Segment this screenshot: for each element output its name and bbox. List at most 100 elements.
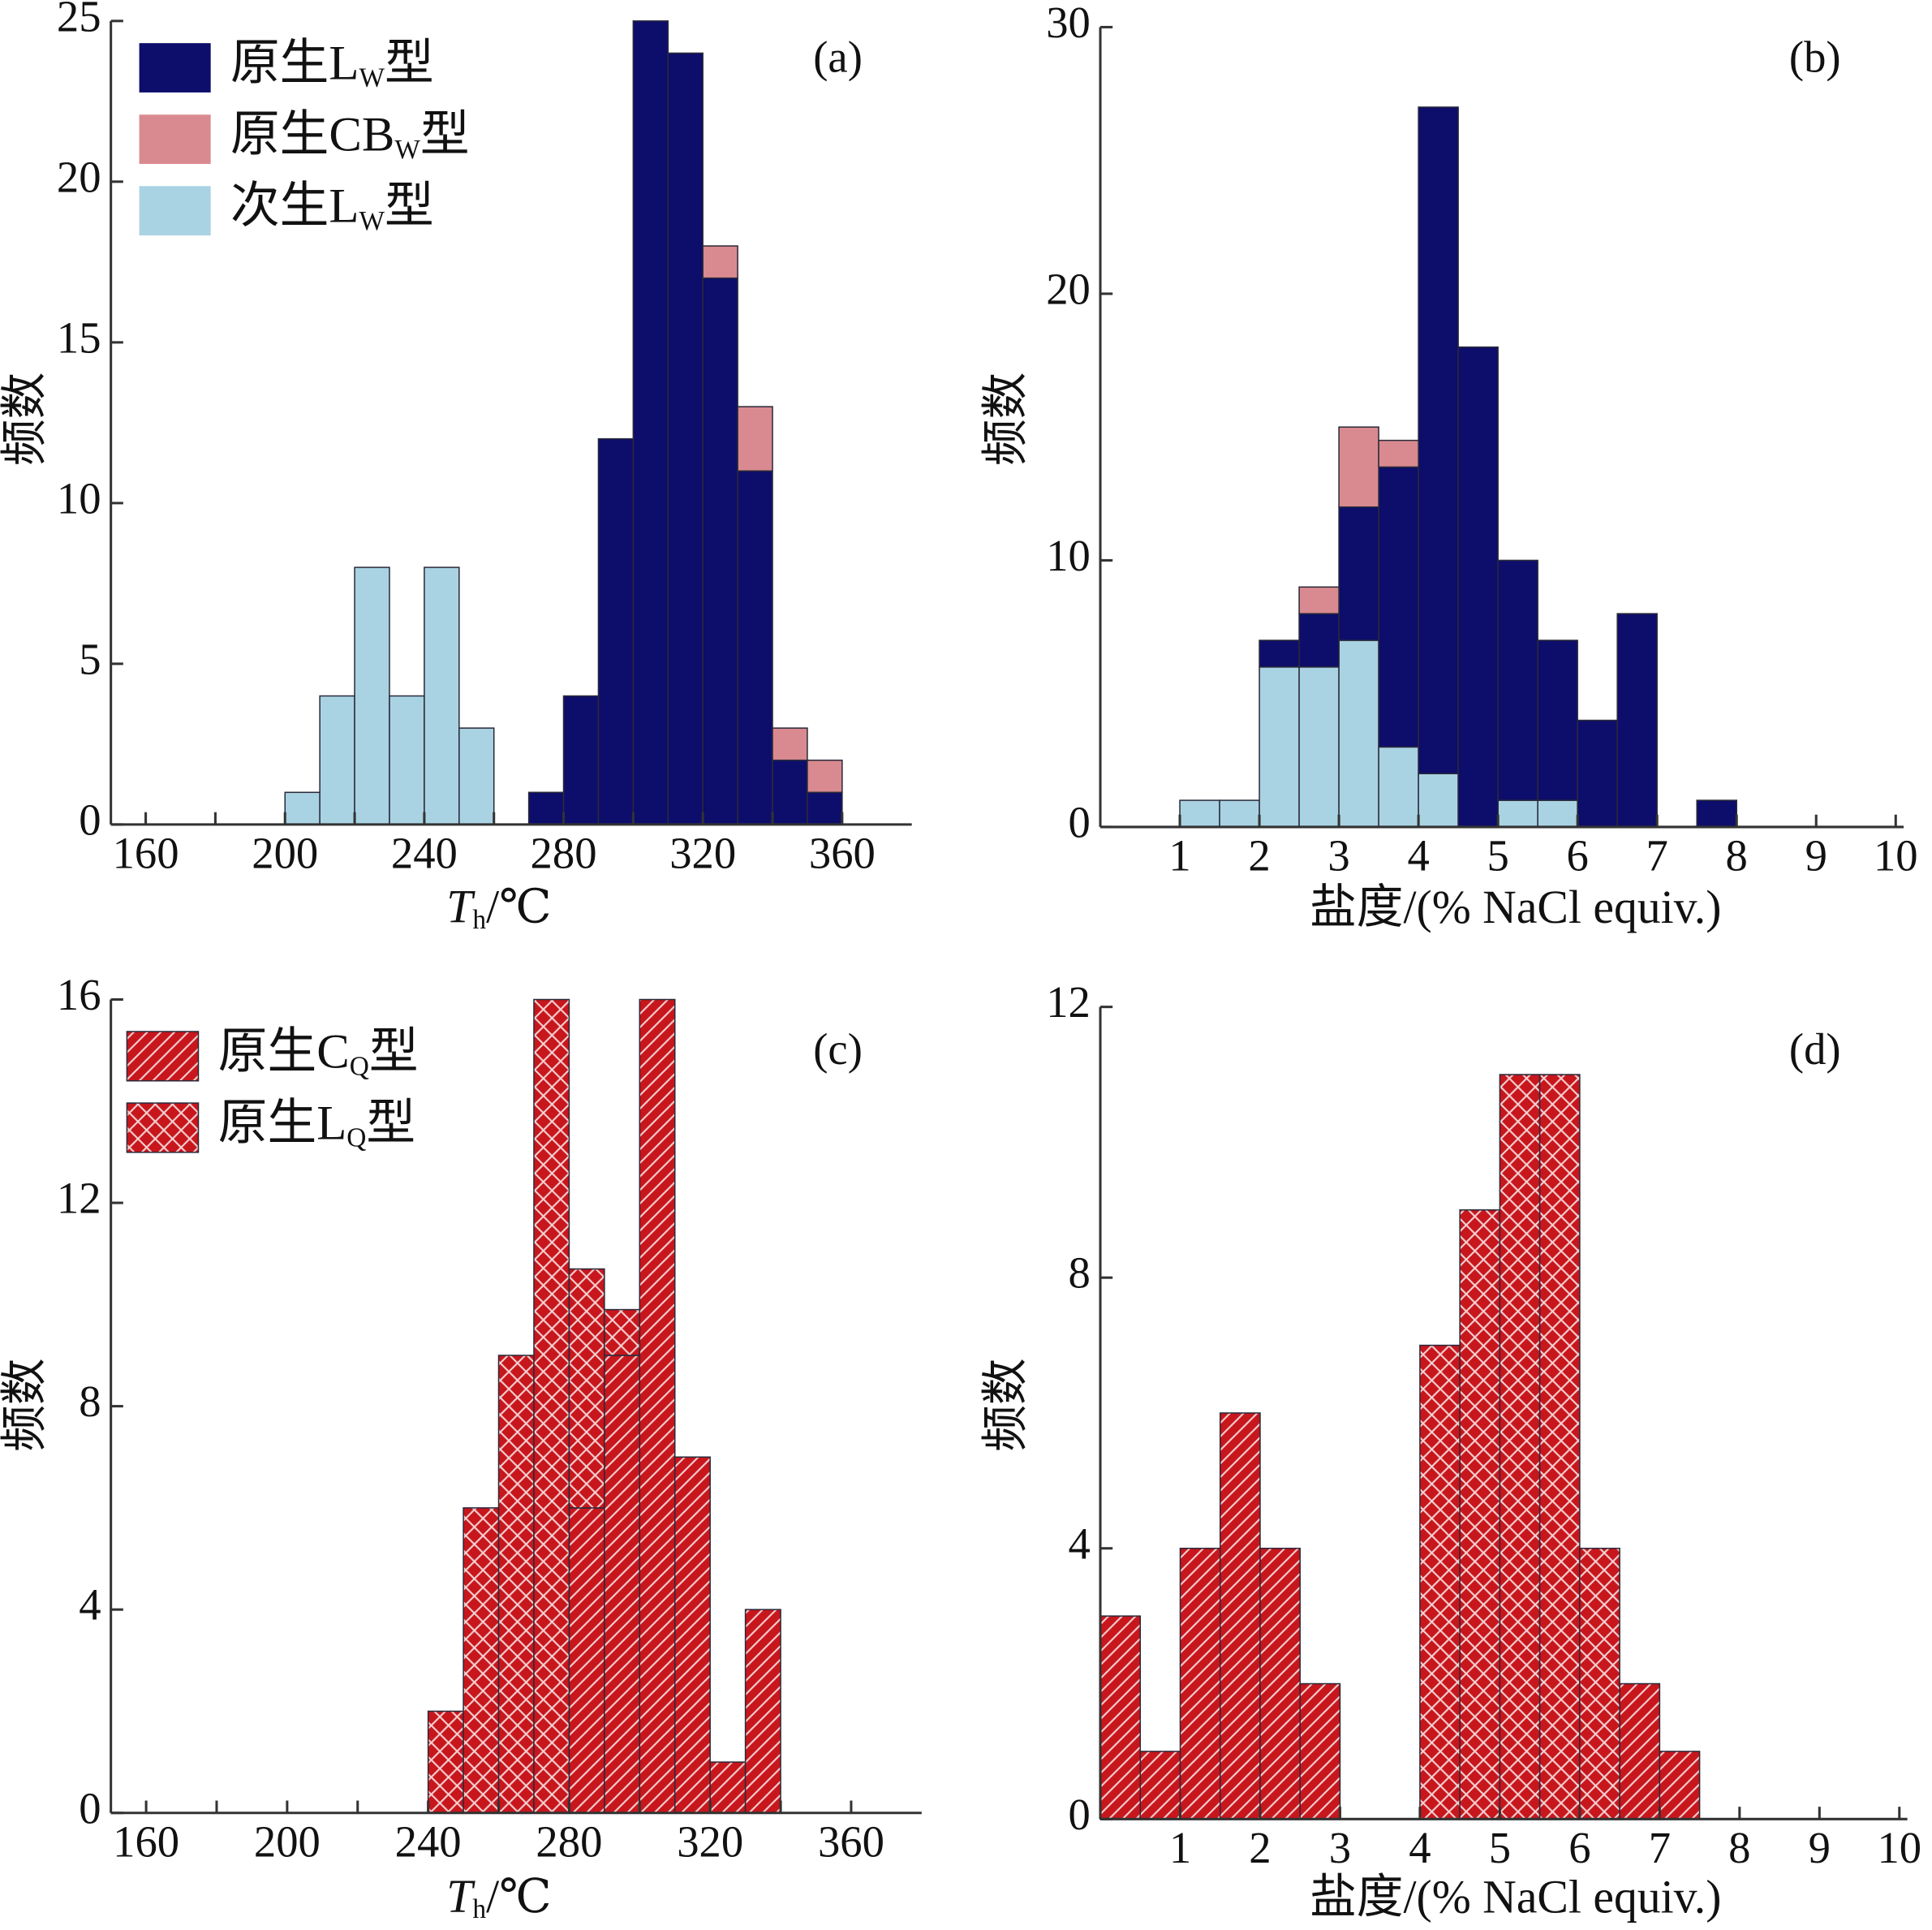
bar: [1579, 1547, 1620, 1820]
legend-label: 原生CBW型: [230, 108, 470, 165]
x-tick-label: 240: [395, 1816, 462, 1866]
x-tick-label: 8: [1728, 1823, 1750, 1872]
bar: [497, 1355, 535, 1814]
y-axis-label: 频数: [980, 373, 1031, 466]
x-tick-label: 9: [1805, 830, 1827, 880]
bar: [354, 567, 390, 825]
y-tick-label: 5: [79, 634, 101, 683]
bar: [1139, 1751, 1181, 1820]
x-tick-label: 200: [252, 828, 318, 877]
bar: [533, 998, 570, 1814]
x-tick-label: 2: [1249, 1823, 1271, 1872]
x-tick-label: 10: [1877, 1823, 1921, 1872]
bar: [702, 245, 738, 279]
x-tick-label: 5: [1487, 830, 1508, 880]
bar: [1378, 466, 1419, 748]
bar: [1537, 640, 1578, 801]
bar: [1179, 1547, 1221, 1820]
legend-swatch: [126, 1031, 200, 1082]
y-axis-label: 频数: [0, 1358, 51, 1451]
x-tick-label: 5: [1489, 1823, 1511, 1872]
bar: [1418, 106, 1459, 774]
bar: [709, 1761, 747, 1814]
y-tick-label: 8: [1069, 1248, 1091, 1298]
bar: [1179, 799, 1220, 828]
y-axis-label: 频数: [980, 1358, 1031, 1451]
bar: [1619, 1682, 1661, 1820]
bar: [702, 277, 738, 825]
y-tick-label: 10: [57, 473, 101, 523]
y-axis-label: 频数: [0, 373, 51, 466]
bar: [1497, 799, 1538, 828]
panel-label: (b): [1789, 32, 1841, 81]
x-tick-label: 280: [531, 828, 597, 877]
bar: [1577, 719, 1618, 828]
y-tick-label: 0: [1069, 797, 1091, 847]
x-tick-label: 7: [1646, 830, 1668, 880]
bar: [737, 470, 773, 825]
legend-label: 原生LW型: [230, 36, 434, 93]
bar: [1459, 1209, 1501, 1820]
bar: [1259, 1547, 1301, 1820]
x-tick-label: 7: [1649, 1823, 1671, 1872]
x-axis-label: Th/℃: [446, 1872, 551, 1924]
bar: [527, 791, 565, 825]
x-tick-label: 160: [113, 828, 179, 877]
x-tick-label: 6: [1568, 1823, 1590, 1872]
bar: [597, 437, 635, 825]
bar: [737, 406, 773, 472]
bar: [639, 998, 676, 1814]
x-tick-label: 280: [536, 1816, 602, 1866]
bar: [1378, 439, 1419, 468]
bar: [1378, 746, 1419, 828]
bar: [1338, 640, 1379, 828]
x-tick-label: 240: [391, 828, 458, 877]
bar: [427, 1710, 464, 1814]
x-tick-label: 4: [1407, 830, 1429, 880]
y-tick-label: 20: [57, 152, 101, 201]
bar: [319, 695, 355, 825]
bar: [1418, 773, 1459, 828]
bar: [1298, 666, 1340, 828]
bar: [1219, 1412, 1261, 1820]
panel-label: (a): [813, 32, 863, 81]
bar: [1259, 666, 1300, 828]
y-tick-label: 15: [57, 312, 101, 362]
bar: [744, 1609, 781, 1814]
x-tick-label: 8: [1726, 830, 1748, 880]
bar: [604, 1308, 641, 1356]
bar: [1338, 506, 1379, 641]
bar: [1538, 1074, 1581, 1820]
bar: [1696, 799, 1737, 828]
legend-swatch: [139, 186, 211, 236]
bar: [1659, 1751, 1701, 1820]
x-tick-label: 3: [1327, 830, 1349, 880]
bar: [568, 1268, 605, 1509]
legend-label: 次生LW型: [230, 179, 434, 236]
bar: [673, 1456, 711, 1814]
y-tick-label: 0: [79, 795, 101, 844]
bar: [1099, 1615, 1142, 1820]
bar: [1457, 346, 1499, 828]
bar: [568, 1507, 605, 1814]
bar: [807, 759, 843, 794]
y-tick-label: 8: [79, 1376, 101, 1426]
y-tick-label: 25: [57, 0, 101, 41]
bar: [284, 791, 321, 825]
y-tick-label: 12: [1046, 977, 1091, 1027]
x-tick-label: 320: [669, 828, 736, 877]
y-tick-label: 0: [79, 1783, 101, 1833]
x-tick-label: 320: [677, 1816, 743, 1866]
legend-swatch: [139, 43, 211, 93]
y-tick-label: 4: [1069, 1519, 1091, 1568]
bar: [772, 727, 808, 761]
y-tick-label: 12: [57, 1174, 101, 1223]
bar: [1537, 799, 1578, 828]
panel-label: (c): [813, 1024, 863, 1074]
x-tick-label: 4: [1409, 1823, 1431, 1872]
bar: [1299, 1682, 1341, 1820]
bar: [772, 759, 808, 825]
y-tick-label: 20: [1046, 264, 1091, 313]
x-tick-label: 6: [1567, 830, 1589, 880]
